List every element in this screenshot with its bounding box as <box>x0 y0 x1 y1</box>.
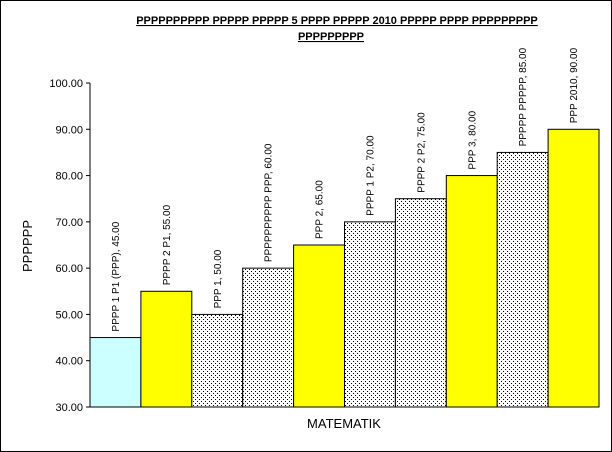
bar-label-4: PPPPPPPPPP PPP, 60.00 <box>264 143 275 262</box>
bar-3 <box>191 313 244 408</box>
bars <box>89 128 600 408</box>
bar-label-6: PPPP 1 P2, 70.00 <box>365 135 376 216</box>
bar-label-9: PPPPP PPPPP, 85.00 <box>518 47 529 146</box>
y-tick-label: 100.00 <box>49 78 83 90</box>
y-axis-ticks: 30.00 40.00 50.00 60.00 70.00 80.00 90.00 100.0… <box>49 78 90 414</box>
bar-6 <box>344 221 396 408</box>
bar-10 <box>547 128 600 408</box>
bar-label-7: PPPP 2 P2, 75.00 <box>416 112 427 193</box>
bar-2 <box>140 290 193 408</box>
y-tick-label: 40.00 <box>55 356 83 368</box>
bar-9 <box>496 151 549 408</box>
bar-5 <box>293 244 346 408</box>
bar-4 <box>242 267 295 408</box>
y-tick-label: 50.00 <box>55 309 83 321</box>
bar-label-8: PPP 3, 80.00 <box>467 110 478 169</box>
bar-label-2: PPPP 2 P1, 55.00 <box>162 204 173 285</box>
y-tick-label: 60.00 <box>55 263 83 275</box>
bar-data-labels: PPPP 1 P1 (PPP), 45.00 PPPP 2 P1, 55.00 PP… <box>111 47 580 331</box>
bar-label-3: PPP 1, 50.00 <box>213 249 224 308</box>
y-axis-title: PPPPPP <box>20 220 35 272</box>
y-tick-label: 90.00 <box>55 124 83 136</box>
bar-label-10: PPP 2010, 90.00 <box>569 47 580 123</box>
chart-title-line-2: PPPPPPPPP <box>298 31 364 43</box>
bar-8 <box>445 175 498 408</box>
y-tick-label: 80.00 <box>55 171 83 183</box>
y-tick-label: 30.00 <box>55 402 83 414</box>
x-axis-title: MATEMATIK <box>307 416 381 431</box>
bar-7 <box>394 198 447 408</box>
bar-label-1: PPPP 1 P1 (PPP), 45.00 <box>111 221 122 331</box>
bar-1 <box>89 337 142 408</box>
bar-label-5: PPP 2, 65.00 <box>315 180 326 239</box>
y-tick-label: 70.00 <box>55 217 83 229</box>
chart-title-line-1: PPPPPPPPPP PPPPP PPPPP 5 PPPP PPPPP 2010… <box>136 15 538 27</box>
